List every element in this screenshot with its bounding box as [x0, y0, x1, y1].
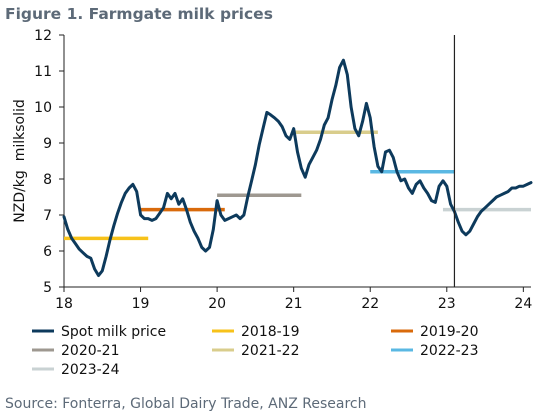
legend-label-s2023: 2023-24 [61, 362, 120, 378]
y-tick-label: 6 [43, 244, 52, 260]
spot-price-line [62, 58, 533, 277]
y-tick-label: 9 [43, 136, 52, 152]
y-tick-label: 12 [34, 28, 52, 44]
y-axis-label: NZD/kg milksolid [12, 99, 28, 223]
plot-area: 5 6 7 8 9 10 11 12 18 19 20 21 22 23 24 [34, 28, 533, 312]
y-tick-label: 11 [34, 64, 52, 80]
y-tick-label: 8 [43, 172, 52, 188]
legend-label-spot: Spot milk price [61, 324, 166, 340]
legend-label-s2018: 2018-19 [241, 324, 300, 340]
figure-title: Figure 1. Farmgate milk prices [5, 5, 273, 23]
y-tick-label: 10 [34, 100, 52, 116]
x-tick-label: 21 [285, 296, 303, 312]
x-tick-label: 24 [514, 296, 532, 312]
y-tick-label: 5 [43, 280, 52, 296]
y-tick-label: 7 [43, 208, 52, 224]
x-tick-label: 22 [361, 296, 379, 312]
source-note: Source: Fonterra, Global Dairy Trade, AN… [5, 396, 366, 412]
x-tick-label: 23 [438, 296, 456, 312]
x-tick-label: 20 [208, 296, 226, 312]
x-tick-label: 18 [55, 296, 73, 312]
legend-label-s2022: 2022-23 [420, 343, 479, 359]
x-tick-label: 19 [132, 296, 150, 312]
legend-label-s2020: 2020-21 [61, 343, 120, 359]
legend: Spot milk price 2018-19 2019-20 2020-21 2021… [32, 324, 479, 378]
legend-label-s2021: 2021-22 [241, 343, 300, 359]
legend-label-s2019: 2019-20 [420, 324, 479, 340]
